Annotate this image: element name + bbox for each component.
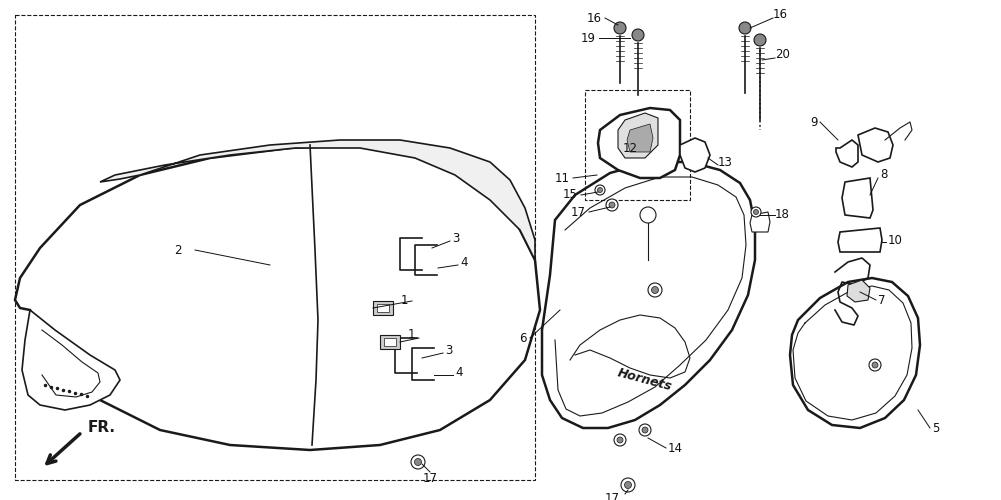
- Polygon shape: [542, 162, 755, 428]
- Text: 14: 14: [668, 442, 683, 454]
- Text: Hornets: Hornets: [617, 366, 674, 394]
- Circle shape: [739, 22, 751, 34]
- Text: AUTO PARTS: AUTO PARTS: [283, 328, 457, 352]
- Circle shape: [640, 207, 656, 223]
- Text: 12: 12: [623, 142, 638, 154]
- Circle shape: [625, 482, 632, 488]
- Circle shape: [869, 359, 881, 371]
- Text: 16: 16: [587, 12, 602, 24]
- Circle shape: [754, 34, 766, 46]
- Text: 8: 8: [880, 168, 887, 181]
- Bar: [15, 15, 535, 480]
- Circle shape: [609, 202, 615, 208]
- Polygon shape: [750, 212, 770, 232]
- Circle shape: [598, 188, 603, 192]
- Circle shape: [751, 207, 761, 217]
- Polygon shape: [598, 108, 680, 178]
- Circle shape: [414, 458, 421, 466]
- Circle shape: [632, 29, 644, 41]
- Bar: [380, 335, 400, 349]
- Circle shape: [595, 185, 605, 195]
- Circle shape: [639, 424, 651, 436]
- Circle shape: [754, 210, 759, 214]
- Text: 1: 1: [407, 328, 415, 342]
- Text: 19: 19: [581, 32, 596, 44]
- Text: 6: 6: [520, 332, 527, 344]
- Circle shape: [411, 455, 425, 469]
- Circle shape: [652, 286, 659, 294]
- Circle shape: [872, 362, 878, 368]
- Text: 4: 4: [460, 256, 467, 268]
- Text: 18: 18: [775, 208, 790, 222]
- Polygon shape: [15, 145, 540, 450]
- Text: 17: 17: [422, 472, 437, 484]
- Text: 7: 7: [878, 294, 886, 306]
- Text: 17: 17: [571, 206, 586, 218]
- Polygon shape: [858, 128, 893, 162]
- Text: 20: 20: [775, 48, 790, 62]
- Text: 13: 13: [718, 156, 733, 168]
- Circle shape: [614, 434, 626, 446]
- Polygon shape: [838, 228, 882, 252]
- Text: 17: 17: [605, 492, 620, 500]
- Polygon shape: [842, 178, 873, 218]
- Text: 1: 1: [400, 294, 408, 306]
- Circle shape: [606, 199, 618, 211]
- Circle shape: [614, 22, 626, 34]
- Polygon shape: [100, 140, 535, 260]
- Text: 11: 11: [555, 172, 570, 184]
- Text: FR.: FR.: [88, 420, 116, 436]
- Polygon shape: [627, 124, 653, 152]
- Text: 5: 5: [932, 422, 939, 434]
- Bar: [373, 301, 393, 315]
- Circle shape: [642, 427, 648, 433]
- Text: 4: 4: [455, 366, 462, 378]
- Circle shape: [617, 437, 623, 443]
- Polygon shape: [847, 280, 870, 302]
- Text: 2: 2: [174, 244, 182, 256]
- Polygon shape: [790, 278, 920, 428]
- Text: 10: 10: [888, 234, 903, 246]
- Text: 9: 9: [811, 116, 818, 128]
- Polygon shape: [836, 140, 858, 167]
- Circle shape: [621, 478, 635, 492]
- Text: 16: 16: [773, 8, 788, 22]
- Polygon shape: [680, 138, 710, 172]
- Text: 15: 15: [564, 188, 578, 202]
- Circle shape: [648, 283, 662, 297]
- Polygon shape: [22, 310, 120, 410]
- Bar: [384, 338, 396, 346]
- Bar: [377, 304, 389, 312]
- Polygon shape: [618, 113, 658, 158]
- Text: 3: 3: [452, 232, 459, 244]
- Text: OEM: OEM: [193, 232, 446, 328]
- Text: 3: 3: [445, 344, 452, 356]
